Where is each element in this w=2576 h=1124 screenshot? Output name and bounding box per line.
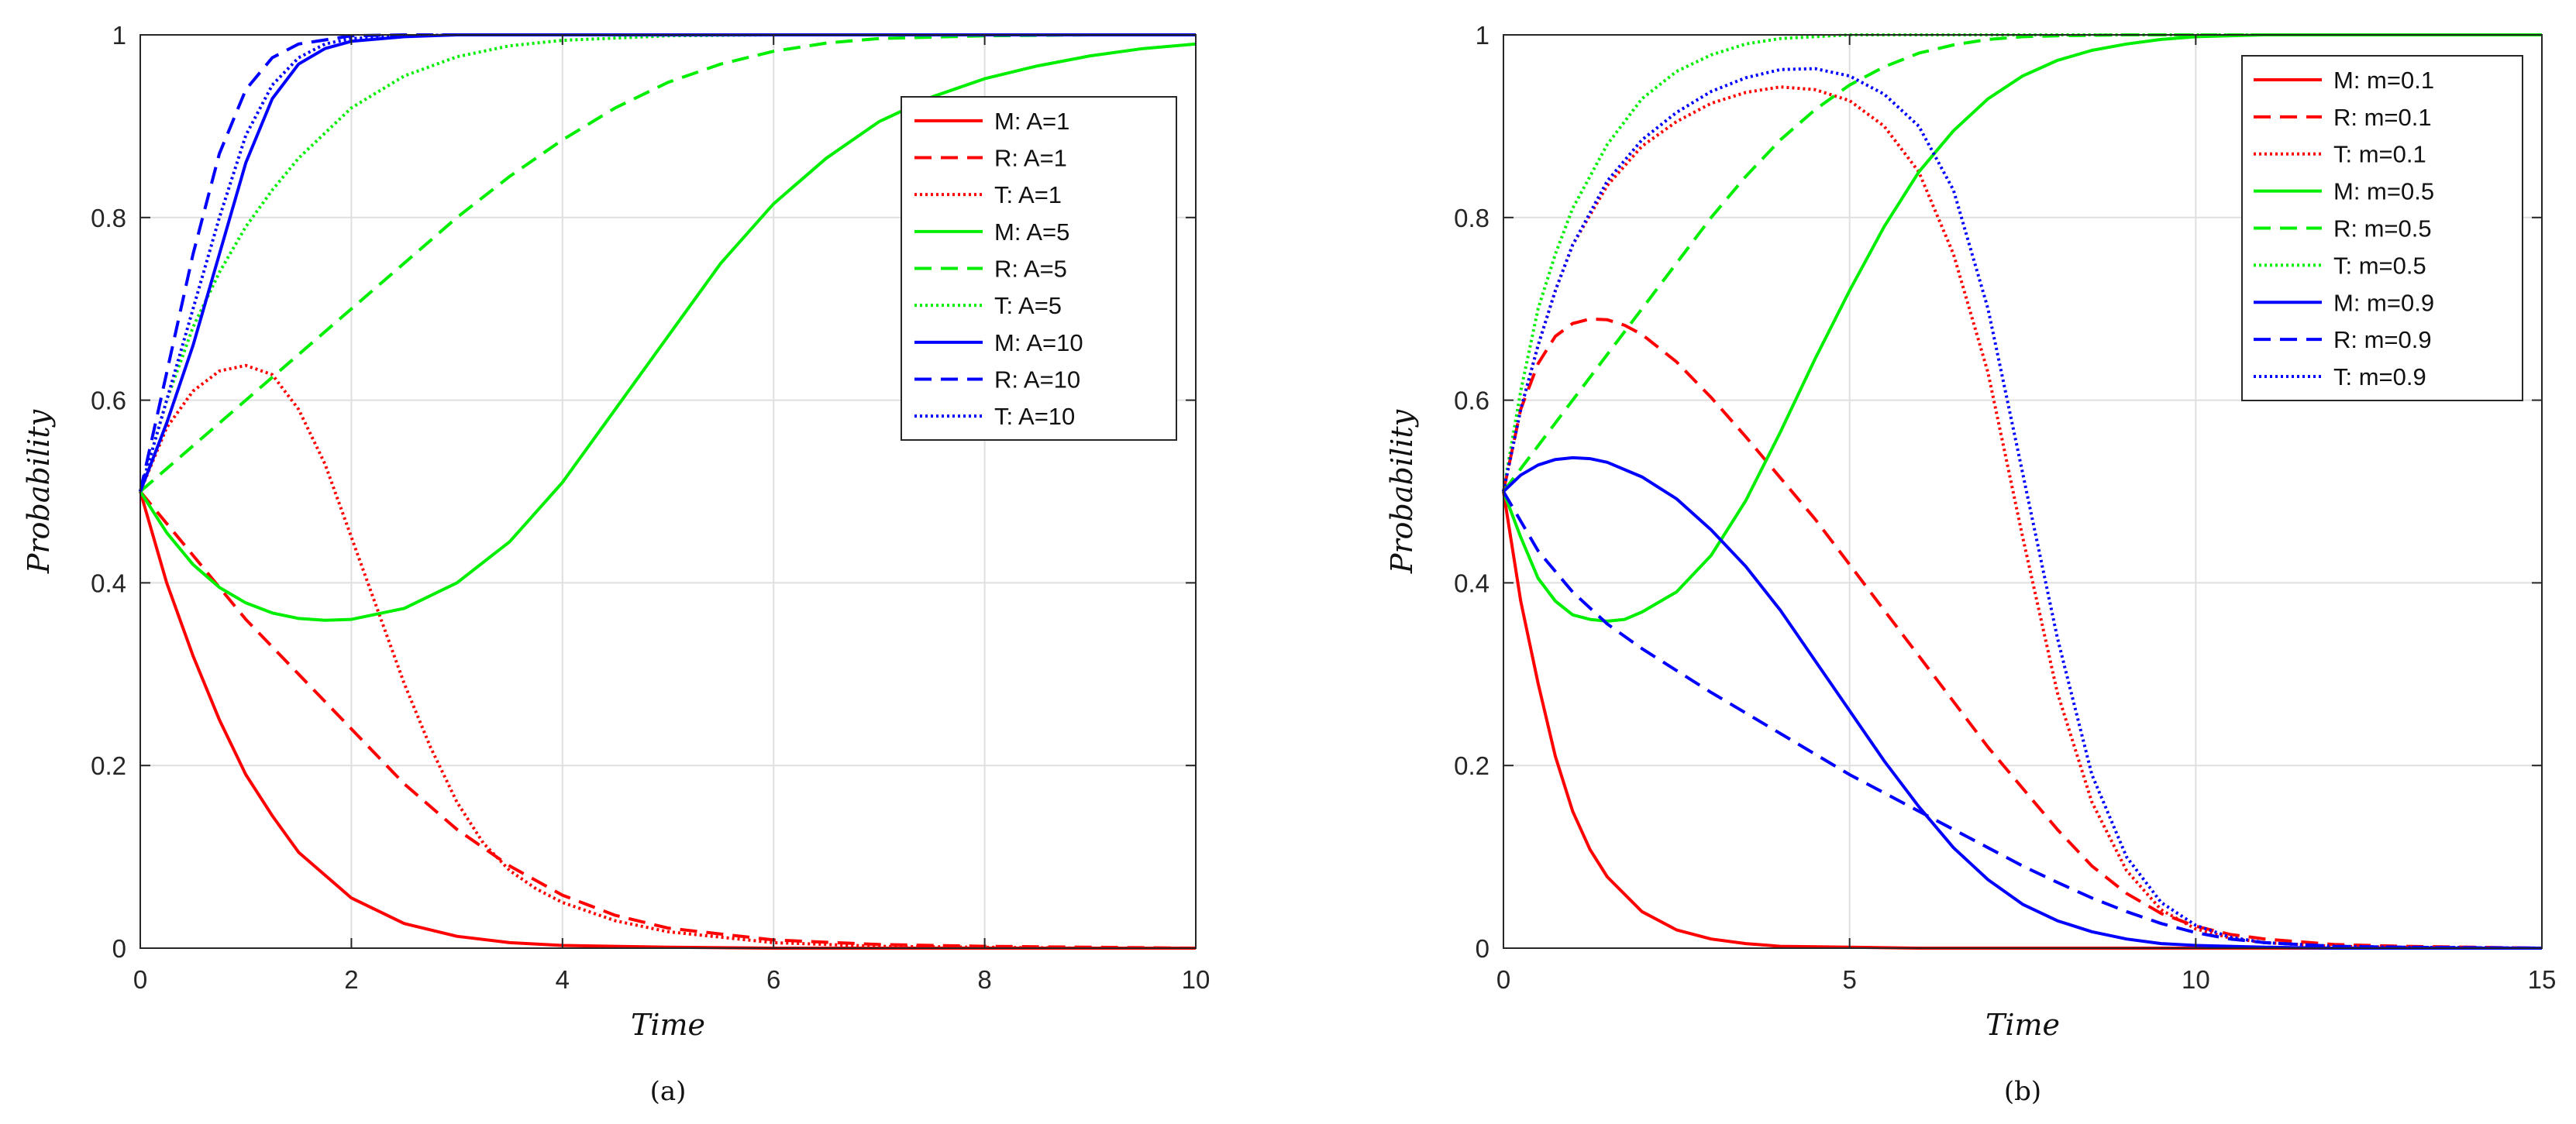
y-tick-label: 0.6 <box>1454 387 1489 415</box>
legend-label-3: M: m=0.5 <box>2333 178 2434 205</box>
series-line-1 <box>139 490 1197 950</box>
x-tick-label: 2 <box>344 965 358 994</box>
series-line-8 <box>139 33 1196 493</box>
legend-label-7: R: m=0.9 <box>2333 326 2432 353</box>
series-line-8 <box>1502 67 2543 950</box>
series-line-0 <box>139 490 1196 950</box>
legend-label-5: T: m=0.5 <box>2333 252 2426 279</box>
legend-label-4: R: m=0.5 <box>2333 215 2432 242</box>
legend-label-0: M: A=1 <box>994 108 1069 135</box>
y-tick-label: 0.8 <box>1454 204 1489 232</box>
y-tick-label: 0.4 <box>91 569 126 597</box>
y-tick-label: 0.4 <box>1454 569 1489 597</box>
legend-label-5: T: A=5 <box>994 292 1062 319</box>
y-tick-label: 0.8 <box>91 204 126 232</box>
axis-ticks: 0 5 10 15 0 0.2 0.4 0.6 0.8 1 <box>1454 21 2556 994</box>
y-tick-label: 1 <box>1476 21 1489 50</box>
x-tick-label: 5 <box>1842 965 1856 994</box>
panel-b: 0 5 10 15 0 0.2 0.4 0.6 0.8 1 Time Probability (b) M:… <box>1385 21 2556 1107</box>
legend-label-8: T: m=0.9 <box>2333 363 2426 390</box>
panel-a: 0 2 4 6 8 10 0 0.2 0.4 0.6 0.8 1 Time Probability (a) M… <box>22 21 1210 1107</box>
x-tick-label: 15 <box>2528 965 2557 994</box>
legend-label-6: M: A=10 <box>994 329 1083 356</box>
legend-label-3: M: A=5 <box>994 218 1069 246</box>
x-tick-label: 10 <box>2182 965 2210 994</box>
axis-ticks: 0 2 4 6 8 10 0 0.2 0.4 0.6 0.8 1 <box>91 21 1210 994</box>
x-tick-label: 0 <box>133 965 147 994</box>
legend: M: m=0.1 R: m=0.1 T: m=0.1 M: m=0.5 R: m=0.5… <box>2241 55 2523 401</box>
legend-label-7: R: A=10 <box>994 366 1080 394</box>
y-tick-label: 0 <box>112 934 126 963</box>
y-axis-label: Probability <box>1385 409 1419 574</box>
axes-frame <box>139 34 1197 949</box>
series-line-3 <box>1502 33 2542 623</box>
axes-frame <box>1503 34 2543 949</box>
series-line-3 <box>139 42 1197 622</box>
y-axis-label: Probability <box>22 409 56 574</box>
legend-label-2: T: A=1 <box>994 181 1062 208</box>
legend-label-4: R: A=5 <box>994 256 1067 283</box>
legend: M: A=1 R: A=1 T: A=1 M: A=5 R: A=5 T: A=5 M: A… <box>901 96 1177 441</box>
legend-label-8: T: A=10 <box>994 403 1075 430</box>
legend-label-1: R: A=1 <box>994 145 1067 172</box>
y-tick-label: 1 <box>112 21 126 50</box>
x-axis-label: Time <box>1985 1008 2060 1042</box>
panel-label: (b) <box>2004 1076 2041 1107</box>
series-line-1 <box>1502 317 2543 950</box>
x-tick-label: 6 <box>766 965 780 994</box>
y-tick-label: 0.2 <box>1454 751 1489 780</box>
series-line-2 <box>139 363 1196 950</box>
series-line-5 <box>1502 33 2542 492</box>
y-tick-label: 0 <box>1476 934 1489 963</box>
series-line-7 <box>1502 490 2543 950</box>
panel-label: (a) <box>650 1076 687 1107</box>
x-tick-label: 4 <box>556 965 570 994</box>
legend-label-0: M: m=0.1 <box>2333 67 2434 94</box>
y-tick-label: 0.6 <box>91 387 126 415</box>
x-axis-label: Time <box>631 1008 705 1042</box>
legend-label-2: T: m=0.1 <box>2333 141 2426 168</box>
x-tick-label: 10 <box>1182 965 1211 994</box>
legend-label-6: M: m=0.9 <box>2333 289 2434 316</box>
series-line-2 <box>1502 85 2543 950</box>
series-line-0 <box>1502 491 2542 950</box>
legend-label-1: R: m=0.1 <box>2333 104 2432 131</box>
x-tick-label: 8 <box>977 965 991 994</box>
series-line-6 <box>1502 455 2542 950</box>
y-tick-label: 0.2 <box>91 751 126 780</box>
x-tick-label: 0 <box>1496 965 1510 994</box>
series-line-4 <box>139 33 1196 493</box>
